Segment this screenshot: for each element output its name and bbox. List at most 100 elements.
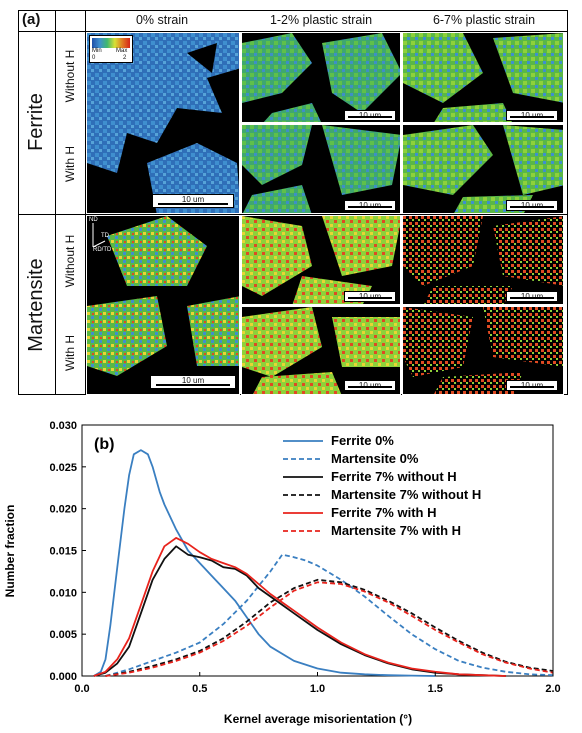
scalebar-label: 10 um	[521, 292, 543, 301]
scalebar-line	[348, 386, 392, 388]
colorbar-max-label: Max	[116, 48, 128, 54]
panel-a: (a) 0% strain 1-2% plastic strain 6-7% p…	[18, 10, 568, 395]
scalebar-line	[510, 297, 554, 299]
grid-hline-middle	[18, 214, 568, 215]
scalebar-label: 10 um	[359, 292, 381, 301]
scalebar-label: 10 um	[521, 111, 543, 120]
x-tick-label: 1.5	[428, 683, 443, 695]
panel-a-label: (a)	[22, 11, 41, 28]
axes-triad-arrows	[92, 223, 106, 248]
y-tick-label: 0.030	[49, 420, 77, 432]
axis-rd-label: RD/TD	[93, 247, 112, 253]
chart-ticks-group: 0.0 0.5 1.0 1.5 2.0 0.000 0.005 0.010 0.015 0.020…	[49, 420, 560, 695]
scalebar-line	[156, 384, 230, 386]
scalebar-line	[510, 116, 554, 118]
map-texture	[87, 216, 239, 376]
scalebar-line	[510, 386, 554, 388]
colorbar-min-value: 0	[92, 55, 96, 61]
colorbar-min-label: Min	[92, 48, 102, 54]
column-header-2: 6-7% plastic strain	[432, 13, 536, 27]
scalebar-ferrite-6pct-without-h: 10 um	[506, 110, 558, 121]
x-tick-label: 0.0	[74, 683, 89, 695]
x-tick-label: 2.0	[545, 683, 560, 695]
y-tick-label: 0.005	[49, 629, 77, 641]
map-texture	[242, 216, 400, 304]
scalebar-label: 10 um	[181, 195, 205, 204]
row-sub-martensite-with-h: With H	[63, 335, 77, 371]
column-header-0: 0% strain	[135, 13, 189, 27]
row-group-ferrite: Ferrite	[25, 93, 47, 151]
panel-b-label: (b)	[94, 436, 114, 453]
column-header-1: 1-2% plastic strain	[269, 13, 373, 27]
y-tick-label: 0.010	[49, 587, 77, 599]
scalebar-label: 10 um	[521, 201, 543, 210]
y-tick-label: 0.025	[49, 462, 77, 474]
grid-hline-header	[18, 31, 568, 32]
kam-map-martensite-1pct-without-h	[241, 215, 401, 305]
scalebar-label: 10 um	[359, 381, 381, 390]
map-texture	[403, 33, 563, 122]
scalebar-martensite-6pct-with-h: 10 um	[506, 380, 558, 391]
scalebar-ferrite-1pct-without-h: 10 um	[344, 110, 396, 121]
kam-map-ferrite-1pct-with-h	[241, 124, 401, 214]
map-texture	[242, 307, 400, 394]
scalebar-label: 10 um	[359, 111, 381, 120]
x-tick-label: 0.5	[192, 683, 207, 695]
colorbar-gradient	[92, 38, 130, 48]
row-sub-ferrite-without-h: Without H	[63, 49, 77, 103]
row-sub-ferrite-with-h: With H	[63, 146, 77, 182]
grid-vline-group	[55, 10, 56, 395]
legend-label: Ferrite 7% with H	[331, 505, 436, 520]
chart-frame-group	[81, 424, 554, 677]
x-axis-label: Kernel average misorientation (°)	[224, 712, 412, 726]
axis-td-label: TD	[101, 233, 109, 239]
map-texture	[403, 307, 563, 394]
scalebar-martensite-0pct: 10 um	[150, 375, 236, 389]
scalebar-label: 10 um	[521, 381, 543, 390]
axis-nd-label: ND	[89, 217, 98, 223]
scalebar-ferrite-6pct-with-h: 10 um	[506, 200, 558, 211]
scalebar-martensite-6pct-without-h: 10 um	[506, 291, 558, 302]
kam-map-martensite-6pct-without-h	[402, 215, 564, 305]
legend-label: Martensite 7% with H	[331, 523, 461, 538]
axes-triad: ND TD RD/TD	[87, 217, 127, 255]
scalebar-label: 10 um	[359, 201, 381, 210]
colorbar: Min Max 0 2	[89, 35, 133, 63]
map-texture	[242, 125, 400, 213]
legend-label: Ferrite 7% without H	[331, 469, 457, 484]
kam-map-ferrite-6pct-without-h	[402, 32, 564, 123]
scalebar-line	[348, 206, 392, 208]
series-line-ferrite-7-with-h	[93, 536, 506, 677]
map-texture	[242, 33, 400, 122]
series-line-martensite-0-	[105, 553, 554, 677]
scalebar-martensite-1pct-with-h: 10 um	[344, 380, 396, 391]
scalebar-ferrite-0pct: 10 um	[152, 194, 234, 208]
row-group-martensite: Martensite	[25, 258, 47, 352]
kam-map-martensite-0pct	[86, 215, 240, 395]
scalebar-ferrite-1pct-with-h: 10 um	[344, 200, 396, 211]
chart-legend-group: Ferrite 0% Martensite 0% Ferrite 7% withou…	[283, 433, 481, 538]
series-line-martensite-7-without-h	[105, 578, 554, 677]
map-texture	[403, 216, 563, 304]
x-tick-label: 1.0	[310, 683, 325, 695]
scalebar-martensite-1pct-without-h: 10 um	[344, 291, 396, 302]
kam-map-martensite-1pct-with-h	[241, 306, 401, 395]
kam-distribution-chart: 0.0 0.5 1.0 1.5 2.0 0.000 0.005 0.010 0.015 0.020…	[3, 420, 561, 726]
scalebar-line	[157, 203, 229, 205]
scalebar-line	[348, 116, 392, 118]
grid-vline-sub	[85, 10, 86, 395]
colorbar-max-value: 2	[123, 55, 127, 61]
scalebar-line	[510, 206, 554, 208]
series-line-ferrite-0-	[93, 449, 436, 677]
legend-label: Ferrite 0%	[331, 433, 394, 448]
y-tick-label: 0.000	[49, 671, 77, 683]
kam-map-ferrite-1pct-without-h	[241, 32, 401, 123]
scalebar-line	[348, 297, 392, 299]
series-line-martensite-7-with-h	[105, 581, 554, 677]
chart-series-group	[93, 449, 554, 677]
plot-area-frame	[81, 424, 554, 677]
y-tick-label: 0.015	[49, 546, 77, 558]
scalebar-label: 10 um	[181, 376, 205, 385]
legend-label: Martensite 7% without H	[331, 487, 481, 502]
legend-label: Martensite 0%	[331, 451, 419, 466]
